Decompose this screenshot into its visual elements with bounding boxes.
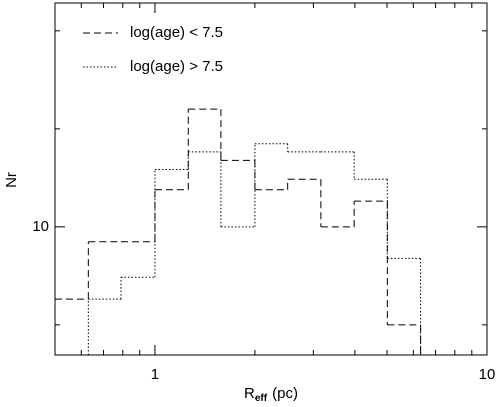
x-tick-label: 10 [479,366,496,383]
x-axis-label: Reff (pc) [244,385,298,404]
x-label-symbol: R [244,385,255,402]
y-tick-label: 10 [32,218,49,235]
x-label-subscript: eff [255,393,268,404]
y-axis-label: Nr [3,172,20,188]
plot-frame [54,2,488,356]
x-label-unit: (pc) [272,385,298,402]
legend-label: log(age) > 7.5 [130,58,223,75]
legend-label: log(age) < 7.5 [130,24,223,41]
x-tick-label: 1 [151,366,159,383]
